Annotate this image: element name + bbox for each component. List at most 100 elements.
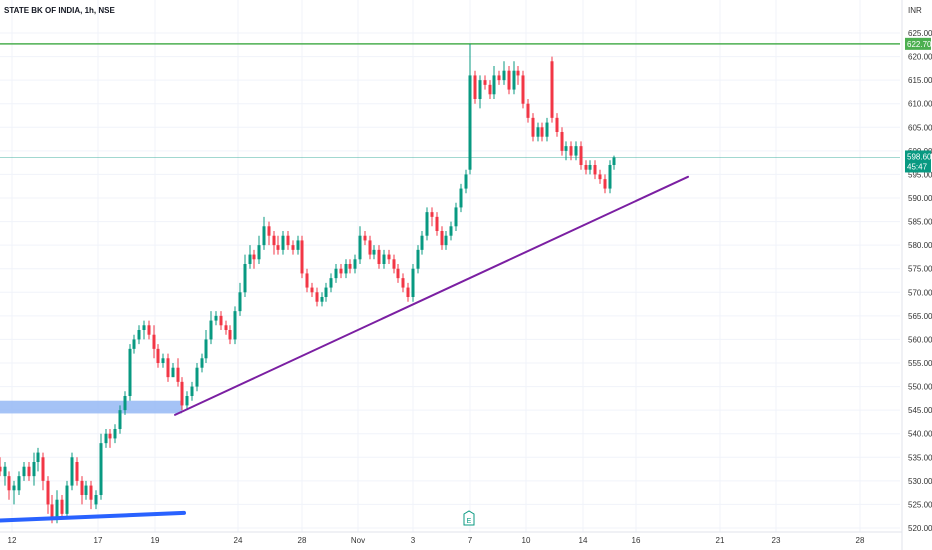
candle-body bbox=[348, 264, 352, 269]
candle bbox=[372, 245, 376, 260]
event-markers[interactable]: E bbox=[463, 510, 475, 526]
price-axis[interactable]: 520.00 525.00 530.00 535.00 540.00 545.00 550.… bbox=[901, 0, 932, 550]
candle bbox=[598, 169, 602, 184]
trendline-rising-blue[interactable] bbox=[0, 510, 186, 523]
candle-body bbox=[334, 268, 338, 279]
candle bbox=[339, 264, 343, 279]
candle bbox=[430, 207, 434, 227]
x-tick-label: 24 bbox=[234, 536, 243, 545]
trendlines[interactable] bbox=[0, 175, 689, 523]
candle-body bbox=[550, 61, 554, 118]
candle bbox=[574, 141, 578, 161]
y-tick-label: 530.00 bbox=[908, 477, 932, 486]
candle bbox=[464, 169, 468, 194]
earnings-marker-label: E bbox=[467, 518, 472, 525]
candle bbox=[209, 311, 213, 345]
candle-body bbox=[180, 381, 184, 406]
candle bbox=[152, 325, 156, 359]
candle bbox=[526, 99, 530, 123]
support-zone bbox=[0, 400, 182, 414]
y-tick-label: 615.00 bbox=[908, 76, 932, 85]
candle bbox=[612, 155, 616, 170]
candle-body bbox=[435, 216, 439, 231]
time-axis[interactable]: 12 17 19 24 28 Nov 3 7 10 14 16 21 23 28 bbox=[0, 531, 902, 545]
candle bbox=[488, 80, 492, 99]
candle-body bbox=[358, 235, 362, 260]
candle-body bbox=[492, 75, 496, 95]
candle-body bbox=[7, 476, 11, 491]
candle bbox=[238, 282, 242, 316]
candle bbox=[118, 405, 122, 434]
candle-body bbox=[147, 325, 151, 335]
candle-body bbox=[536, 127, 540, 137]
candle bbox=[507, 66, 511, 95]
candle-body bbox=[324, 287, 328, 297]
candle-body bbox=[305, 273, 309, 288]
x-tick-label: 10 bbox=[522, 536, 531, 545]
candle-body bbox=[267, 226, 271, 236]
last-price-label: 598.60 bbox=[907, 152, 932, 161]
candle bbox=[233, 306, 237, 345]
earnings-marker[interactable]: E bbox=[463, 510, 475, 526]
candle bbox=[185, 391, 189, 411]
candle-body bbox=[3, 466, 7, 477]
candle bbox=[123, 391, 127, 415]
y-tick-label: 525.00 bbox=[908, 500, 932, 509]
y-tick-label: 595.00 bbox=[908, 170, 932, 179]
resistance-price-box bbox=[905, 37, 931, 50]
candle-body bbox=[60, 499, 64, 514]
y-tick-label: 550.00 bbox=[908, 383, 932, 392]
candle-body bbox=[156, 348, 160, 363]
candle bbox=[281, 231, 285, 255]
candle bbox=[310, 282, 314, 297]
candle-body bbox=[248, 254, 252, 264]
y-tick-label: 570.00 bbox=[908, 288, 932, 297]
candle bbox=[516, 66, 520, 85]
candle bbox=[267, 221, 271, 246]
countdown-label: 45:47 bbox=[907, 162, 928, 171]
candle-body bbox=[401, 278, 405, 288]
x-tick-label: 14 bbox=[579, 536, 588, 545]
candle-body bbox=[104, 433, 108, 444]
candle-body bbox=[483, 80, 487, 85]
candle-body bbox=[382, 254, 386, 264]
candle-body bbox=[560, 132, 564, 151]
candle-body bbox=[55, 499, 59, 519]
candle bbox=[137, 325, 141, 345]
candle bbox=[219, 311, 223, 330]
candle-body bbox=[238, 292, 242, 312]
candle-body bbox=[444, 235, 448, 246]
candle bbox=[94, 490, 98, 510]
candle bbox=[425, 207, 429, 241]
candle bbox=[32, 452, 36, 486]
candle bbox=[70, 452, 74, 491]
candle bbox=[497, 70, 501, 85]
candle bbox=[584, 160, 588, 175]
candle bbox=[483, 75, 487, 90]
y-tick-label: 575.00 bbox=[908, 265, 932, 274]
candle-body bbox=[0, 466, 2, 472]
candle-body bbox=[353, 259, 357, 269]
candle bbox=[108, 429, 112, 448]
candle-body bbox=[574, 146, 578, 156]
x-tick-label: 28 bbox=[856, 536, 865, 545]
candle bbox=[200, 353, 204, 373]
candle-body bbox=[588, 165, 592, 170]
candle-body bbox=[128, 348, 132, 396]
candle bbox=[224, 320, 228, 335]
candle-body bbox=[209, 320, 213, 340]
candle bbox=[128, 344, 132, 401]
candle-body bbox=[473, 75, 477, 99]
candle-body bbox=[257, 245, 261, 260]
trendline-rising-purple[interactable] bbox=[174, 175, 689, 416]
grid bbox=[0, 0, 900, 532]
horizontal-lines bbox=[0, 43, 900, 158]
candle bbox=[377, 245, 381, 269]
candle-body bbox=[286, 235, 290, 246]
candle-body bbox=[555, 117, 559, 132]
candle-body bbox=[584, 165, 588, 170]
candle-body bbox=[440, 231, 444, 246]
candle bbox=[536, 122, 540, 142]
candle-body bbox=[598, 174, 602, 180]
